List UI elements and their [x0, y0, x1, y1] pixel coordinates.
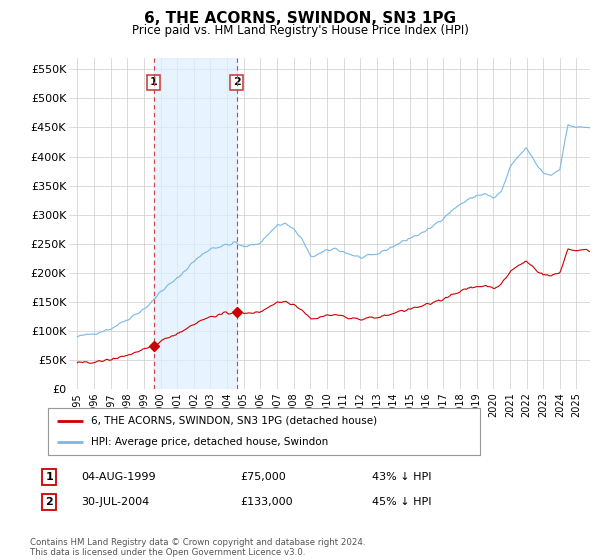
Text: 2: 2: [46, 497, 53, 507]
Text: 6, THE ACORNS, SWINDON, SN3 1PG: 6, THE ACORNS, SWINDON, SN3 1PG: [144, 11, 456, 26]
Text: 04-AUG-1999: 04-AUG-1999: [81, 472, 155, 482]
Text: 2: 2: [233, 77, 241, 87]
Bar: [154, 58, 236, 389]
Text: 43% ↓ HPI: 43% ↓ HPI: [372, 472, 431, 482]
Text: £133,000: £133,000: [240, 497, 293, 507]
Text: HPI: Average price, detached house, Swindon: HPI: Average price, detached house, Swin…: [91, 437, 328, 447]
Text: 1: 1: [149, 77, 157, 87]
Text: 45% ↓ HPI: 45% ↓ HPI: [372, 497, 431, 507]
Text: 1: 1: [46, 472, 53, 482]
Text: Contains HM Land Registry data © Crown copyright and database right 2024.
This d: Contains HM Land Registry data © Crown c…: [30, 538, 365, 557]
Text: 30-JUL-2004: 30-JUL-2004: [81, 497, 149, 507]
Text: £75,000: £75,000: [240, 472, 286, 482]
Text: 6, THE ACORNS, SWINDON, SN3 1PG (detached house): 6, THE ACORNS, SWINDON, SN3 1PG (detache…: [91, 416, 377, 426]
Text: Price paid vs. HM Land Registry's House Price Index (HPI): Price paid vs. HM Land Registry's House …: [131, 24, 469, 36]
